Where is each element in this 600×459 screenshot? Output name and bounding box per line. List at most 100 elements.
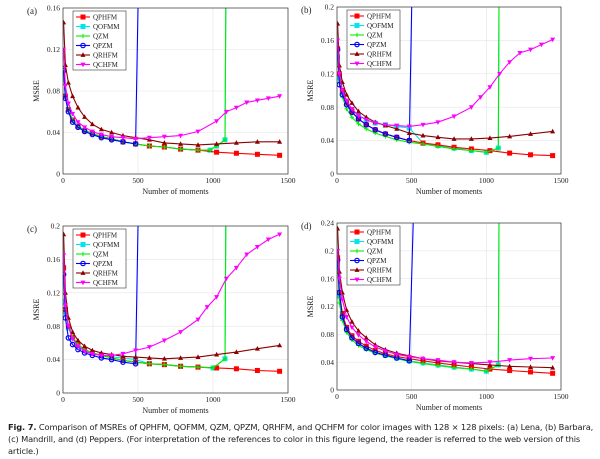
legend-label: QPHFM: [93, 14, 118, 22]
data-point: [349, 325, 355, 331]
data-point: [497, 71, 503, 77]
x-tick-label: 1500: [281, 176, 296, 185]
data-point: [65, 324, 71, 329]
caption-text: Comparison of MSREs of QPHFM, QOFMM, QZM…: [8, 422, 594, 456]
x-tick-label: 0: [335, 392, 339, 401]
data-point: [354, 51, 360, 56]
plot-frame: [336, 222, 562, 391]
data-point: [161, 140, 167, 145]
data-point: [233, 366, 239, 372]
data-point: [80, 62, 86, 68]
data-point: [487, 135, 493, 140]
y-tick-label: 0.16: [321, 36, 334, 45]
data-point: [277, 232, 283, 238]
data-point: [178, 355, 184, 360]
data-point: [195, 317, 201, 323]
y-tick-label: 0.2: [325, 246, 335, 255]
data-point: [75, 124, 81, 131]
data-point: [363, 339, 369, 344]
data-point: [75, 120, 81, 125]
x-tick-label: 0: [335, 176, 339, 185]
data-point: [80, 52, 86, 57]
data-point: [195, 147, 201, 153]
data-point: [80, 242, 86, 248]
data-point: [406, 130, 412, 135]
legend-label: QRHFM: [367, 51, 393, 59]
y-tick-label: 0.08: [47, 322, 60, 331]
data-point: [363, 117, 369, 123]
data-point: [146, 345, 152, 350]
data-point: [478, 95, 484, 100]
data-point: [132, 141, 139, 147]
data-point: [363, 121, 370, 128]
y-tick-label: 0.2: [51, 222, 61, 231]
x-axis-label: Number of moments: [142, 406, 208, 415]
data-point: [550, 153, 556, 159]
data-point: [214, 119, 220, 124]
legend-label: QRHFM: [367, 267, 393, 275]
panel-label: (d): [301, 221, 312, 231]
data-point: [178, 146, 183, 152]
data-point: [435, 134, 441, 140]
data-point: [344, 98, 350, 104]
data-point: [254, 98, 260, 104]
data-point: [528, 47, 534, 53]
panel-label: (c): [27, 224, 37, 234]
y-axis-label: MSRE: [32, 299, 41, 321]
data-point: [109, 129, 115, 135]
data-point: [277, 94, 283, 99]
y-tick-label: 0.16: [321, 274, 334, 283]
data-point: [75, 104, 81, 110]
data-point: [420, 122, 426, 128]
data-point: [65, 80, 71, 85]
data-point: [420, 132, 426, 138]
plot-frame: [62, 225, 289, 394]
data-point: [550, 365, 556, 370]
data-point: [394, 123, 400, 129]
legend-label: QZM: [367, 248, 383, 256]
data-point: [63, 271, 67, 278]
y-tick-label: 0: [330, 170, 334, 179]
x-tick-label: 1000: [206, 176, 221, 185]
data-point: [356, 108, 362, 114]
data-point: [265, 237, 271, 243]
data-point: [233, 105, 239, 111]
data-point: [349, 106, 355, 112]
data-point: [161, 134, 167, 140]
data-point: [75, 344, 81, 349]
data-point: [363, 335, 369, 340]
y-tick-label: 0.04: [47, 355, 60, 364]
x-tick-label: 500: [406, 392, 418, 401]
y-tick-label: 0.24: [321, 219, 334, 228]
data-point: [161, 338, 167, 344]
data-point: [244, 100, 250, 106]
x-tick-label: 1000: [479, 176, 494, 185]
x-tick-label: 1500: [554, 392, 569, 401]
series-qchfm: [63, 232, 283, 359]
y-tick-label: 0.04: [321, 358, 334, 367]
data-point: [349, 115, 355, 120]
data-point: [354, 257, 360, 264]
legend-label: QOFMM: [367, 22, 394, 30]
data-point: [98, 353, 104, 359]
y-tick-label: 0.08: [321, 330, 334, 339]
data-point: [354, 32, 360, 38]
data-point: [528, 369, 534, 375]
legend-label: QOFMM: [367, 238, 394, 246]
data-point: [354, 239, 360, 245]
legend-label: QPZM: [93, 42, 113, 50]
data-point: [354, 41, 360, 48]
y-tick-label: 0.04: [321, 136, 334, 145]
data-point: [214, 351, 220, 357]
data-point: [120, 359, 126, 365]
data-point: [254, 244, 260, 250]
legend-box: [72, 228, 127, 289]
data-point: [254, 139, 260, 144]
data-point: [507, 358, 513, 363]
data-point: [195, 364, 201, 370]
y-tick-label: 0.08: [47, 87, 60, 96]
data-point: [65, 335, 72, 341]
legend-label: QZM: [93, 33, 109, 41]
data-point: [233, 150, 239, 156]
legend-label: QZM: [93, 251, 109, 259]
